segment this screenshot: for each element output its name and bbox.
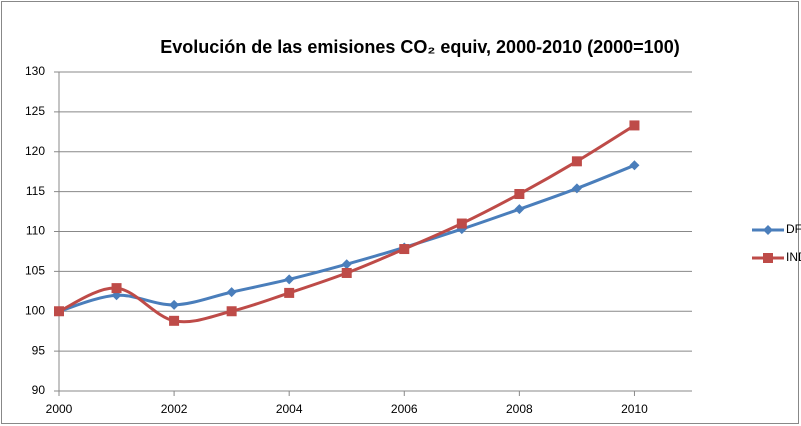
x-tick-label: 2002 (161, 402, 188, 416)
y-tick-label: 130 (25, 64, 45, 78)
marker (629, 160, 640, 171)
marker (226, 287, 237, 298)
legend-label: DF (786, 222, 801, 236)
marker (341, 267, 352, 278)
marker (111, 283, 122, 294)
marker (169, 299, 180, 310)
x-tick-label: 2000 (46, 402, 73, 416)
x-tick-label: 2010 (621, 402, 648, 416)
y-tick-label: 125 (25, 104, 45, 118)
y-tick-label: 105 (25, 264, 45, 278)
marker (341, 259, 352, 270)
x-tick-label: 2006 (391, 402, 418, 416)
y-tick-label: 95 (32, 343, 46, 357)
marker (226, 306, 237, 317)
marker (284, 287, 295, 298)
marker (514, 189, 525, 200)
x-tick-label: 2004 (276, 402, 303, 416)
marker (284, 274, 295, 285)
chart-title: Evolución de las emisiones CO₂ equiv, 20… (160, 37, 679, 57)
marker (399, 244, 410, 255)
y-tick-label: 90 (32, 383, 46, 397)
x-tick-label: 2008 (506, 402, 533, 416)
y-tick-label: 100 (25, 303, 45, 317)
marker (571, 156, 582, 167)
legend-marker (763, 253, 773, 263)
y-tick-label: 120 (25, 144, 45, 158)
legend-marker (763, 225, 773, 235)
marker (629, 120, 640, 131)
marker (514, 204, 525, 215)
marker (456, 218, 467, 229)
y-tick-label: 110 (26, 224, 45, 238)
marker (571, 183, 582, 194)
legend-label: IND (786, 250, 801, 264)
marker (54, 306, 64, 317)
y-tick-label: 115 (26, 184, 45, 198)
marker (169, 315, 180, 326)
